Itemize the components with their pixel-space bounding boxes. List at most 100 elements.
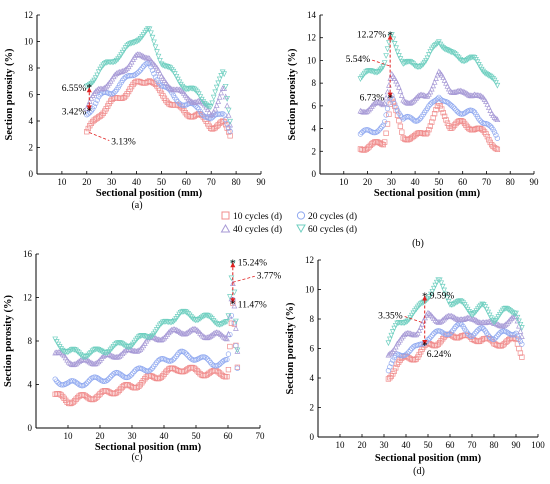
data-point xyxy=(194,368,200,374)
data-point xyxy=(514,341,521,347)
data-point xyxy=(430,115,436,121)
data-point xyxy=(403,59,409,66)
data-point xyxy=(210,94,217,101)
data-point xyxy=(506,337,512,343)
data-point xyxy=(381,60,388,67)
data-point xyxy=(442,291,449,298)
data-point xyxy=(233,318,239,325)
data-point xyxy=(398,334,405,341)
data-point xyxy=(88,359,94,366)
data-point xyxy=(390,371,396,377)
data-point xyxy=(94,72,101,79)
data-point xyxy=(383,112,389,118)
data-point xyxy=(88,94,95,101)
data-point xyxy=(411,96,418,103)
data-point xyxy=(494,146,501,153)
data-point xyxy=(169,86,175,92)
data-point xyxy=(477,125,483,132)
legend-marker-triangle xyxy=(220,223,231,233)
x-tick-label: 10 xyxy=(336,440,346,450)
data-point xyxy=(413,356,419,362)
series-2 xyxy=(84,60,233,134)
data-point xyxy=(486,312,493,319)
data-point xyxy=(85,111,91,117)
data-point xyxy=(103,350,109,356)
data-point xyxy=(140,378,146,384)
data-point xyxy=(60,393,66,400)
annotation-label-top: 9.59% xyxy=(430,292,455,302)
y-tick-label: 2 xyxy=(310,403,315,413)
y-tick-label: 10 xyxy=(24,37,34,47)
data-point xyxy=(94,97,100,103)
data-point xyxy=(143,334,150,340)
panel-caption: (d) xyxy=(413,466,425,477)
data-point xyxy=(218,321,224,328)
data-point xyxy=(489,142,495,148)
data-point xyxy=(185,311,191,317)
data-point xyxy=(116,353,123,359)
data-point xyxy=(97,376,103,383)
data-point xyxy=(103,60,110,66)
y-tick-label: 4 xyxy=(29,116,34,126)
data-point xyxy=(94,394,100,400)
data-point xyxy=(428,334,434,340)
data-point xyxy=(127,344,133,350)
data-point xyxy=(211,113,217,119)
data-point xyxy=(122,66,129,73)
data-point xyxy=(234,347,241,354)
data-point xyxy=(471,91,478,98)
data-point xyxy=(424,130,431,136)
x-tick-label: 20 xyxy=(82,177,92,187)
data-point xyxy=(209,316,215,323)
data-point xyxy=(168,326,175,333)
annotation-label-bottom: 3.42% xyxy=(62,107,87,117)
annotation-group: **9.59%3.35%6.24% xyxy=(378,291,454,360)
data-point xyxy=(387,375,393,381)
data-point xyxy=(391,368,397,374)
data-point xyxy=(453,52,459,59)
data-point xyxy=(175,351,181,358)
data-point xyxy=(507,316,513,323)
data-point xyxy=(428,85,435,92)
data-point xyxy=(215,80,222,87)
panel-caption: (b) xyxy=(412,238,424,249)
data-point xyxy=(148,30,154,37)
data-point xyxy=(82,354,88,361)
data-point xyxy=(216,361,223,367)
series-4 xyxy=(385,277,525,347)
data-point xyxy=(424,55,431,62)
data-point xyxy=(95,392,102,399)
data-point xyxy=(192,87,199,94)
data-point xyxy=(513,310,519,317)
data-point xyxy=(224,335,230,342)
data-point xyxy=(128,346,135,353)
data-point xyxy=(175,76,181,83)
data-point xyxy=(194,98,201,105)
data-point xyxy=(394,320,401,327)
panel-caption: (a) xyxy=(131,200,142,211)
data-point xyxy=(391,325,398,332)
data-point xyxy=(465,56,472,62)
data-point xyxy=(97,356,103,363)
data-point xyxy=(188,314,194,320)
data-point xyxy=(374,69,381,76)
data-point xyxy=(70,399,76,405)
data-point xyxy=(364,107,371,114)
data-point xyxy=(380,142,386,148)
data-point xyxy=(388,349,395,356)
data-point xyxy=(500,342,506,348)
y-tick-label: 12 xyxy=(23,293,32,303)
legend-marker-triangle-down xyxy=(296,224,306,234)
annotation-group: **15.24%3.77%11.47% xyxy=(230,257,281,310)
data-point xyxy=(207,111,214,118)
data-point xyxy=(426,126,432,133)
data-point xyxy=(113,340,120,347)
x-tick-label: 20 xyxy=(363,177,373,187)
y-tick-label: 4 xyxy=(310,373,315,383)
data-point xyxy=(136,383,142,389)
data-point xyxy=(221,373,227,380)
data-point xyxy=(501,306,508,312)
data-point xyxy=(98,354,105,361)
data-point xyxy=(398,92,405,98)
data-point xyxy=(84,129,90,135)
